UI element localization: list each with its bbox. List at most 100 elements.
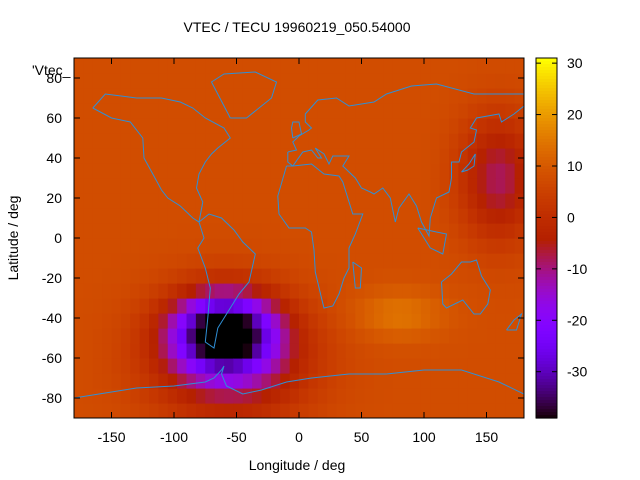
heatmap-cell [514,358,524,374]
heatmap-cell [120,193,131,209]
heatmap-cell [345,343,356,359]
heatmap-cell [420,283,431,299]
heatmap-cell [224,193,234,209]
heatmap-cell [195,178,206,194]
heatmap-cell [308,193,319,209]
y-tick-label: 60 [46,110,62,126]
heatmap-cell [364,253,375,269]
heatmap-cell [149,388,159,404]
heatmap-cell [74,118,84,134]
heatmap-cell [242,118,253,134]
heatmap-cell [139,268,150,284]
heatmap-cell [458,178,469,194]
heatmap-cell [261,178,272,194]
colorbar-strip [536,247,557,251]
heatmap-cell [477,388,488,404]
colorbar-strip [536,277,557,281]
heatmap-cell [214,238,225,254]
colorbar-strip [536,286,557,290]
heatmap-cell [308,343,319,359]
heatmap-cell [458,193,469,209]
heatmap-cell [495,208,506,224]
heatmap-cell [383,403,394,418]
heatmap-cell [355,73,366,89]
heatmap-cell [111,118,122,134]
heatmap-cell [458,58,469,74]
colorbar-strip [536,163,557,167]
heatmap-cell [439,73,450,89]
heatmap-cell [120,73,131,89]
heatmap-cell [205,73,216,89]
x-tick-label: -100 [160,429,188,445]
heatmap-cell [449,88,459,104]
heatmap-cell [430,73,441,89]
heatmap-cell [345,148,356,164]
heatmap-cell [374,373,384,389]
heatmap-cell [252,58,263,74]
heatmap-cell [327,58,338,74]
heatmap-cell [374,268,384,284]
colorbar-strip [536,94,557,98]
heatmap-cell [458,328,469,344]
heatmap-cell [233,343,244,359]
heatmap-cell [364,103,375,119]
heatmap-cell [505,133,516,149]
heatmap-cell [327,193,338,209]
heatmap-cell [317,268,328,284]
heatmap-cell [411,58,422,74]
heatmap-cell [467,403,478,418]
coastline-path [92,93,231,223]
colorbar-strip [536,304,557,308]
heatmap-cell [195,313,206,329]
heatmap-cell [327,373,338,389]
colorbar-strip [536,226,557,230]
heatmap-cell [317,118,328,134]
colorbar-strip [536,193,557,197]
heatmap-cell [289,343,300,359]
heatmap-cell [167,403,178,418]
heatmap-cell [167,58,178,74]
heatmap-cell [149,118,159,134]
heatmap-cell [327,268,338,284]
heatmap-cell [242,58,253,74]
heatmap-cell [336,343,347,359]
heatmap-cell [430,163,441,179]
heatmap-cell [280,403,291,418]
heatmap-cell [364,388,375,404]
heatmap-cell [495,88,506,104]
heatmap-cell [383,178,394,194]
heatmap-cell [214,298,225,314]
heatmap-cell [186,238,197,254]
heatmap-cell [477,313,488,329]
heatmap-cell [355,373,366,389]
heatmap-cell [374,133,384,149]
colorbar-strip [536,334,557,338]
heatmap-cell [383,373,394,389]
heatmap-cell [195,133,206,149]
heatmap-cell [205,373,216,389]
heatmap-cell [402,148,413,164]
heatmap-cell [74,223,84,239]
heatmap-cell [430,313,441,329]
heatmap-cell [467,58,478,74]
heatmap-cell [336,298,347,314]
coastline-path [417,227,448,255]
colorbar-tick-label: -30 [567,364,587,380]
heatmap-cell [186,358,197,374]
heatmap-cell [299,283,309,299]
heatmap-cell [308,403,319,418]
colorbar-strip [536,160,557,164]
heatmap-cell [458,163,469,179]
colorbar-strip [536,154,557,158]
colorbar-strip [536,64,557,68]
heatmap-cell [289,298,300,314]
colorbar-ticks: 30 20 10 0 -10 -20 -30 [536,55,587,380]
heatmap-cell [345,193,356,209]
heatmap-cell [392,253,403,269]
coastline-path [506,312,523,331]
heatmap-cell [120,133,131,149]
heatmap-cell [486,328,497,344]
heatmap-cell [505,118,516,134]
heatmap-cell [205,268,216,284]
heatmap-cell [74,193,84,209]
